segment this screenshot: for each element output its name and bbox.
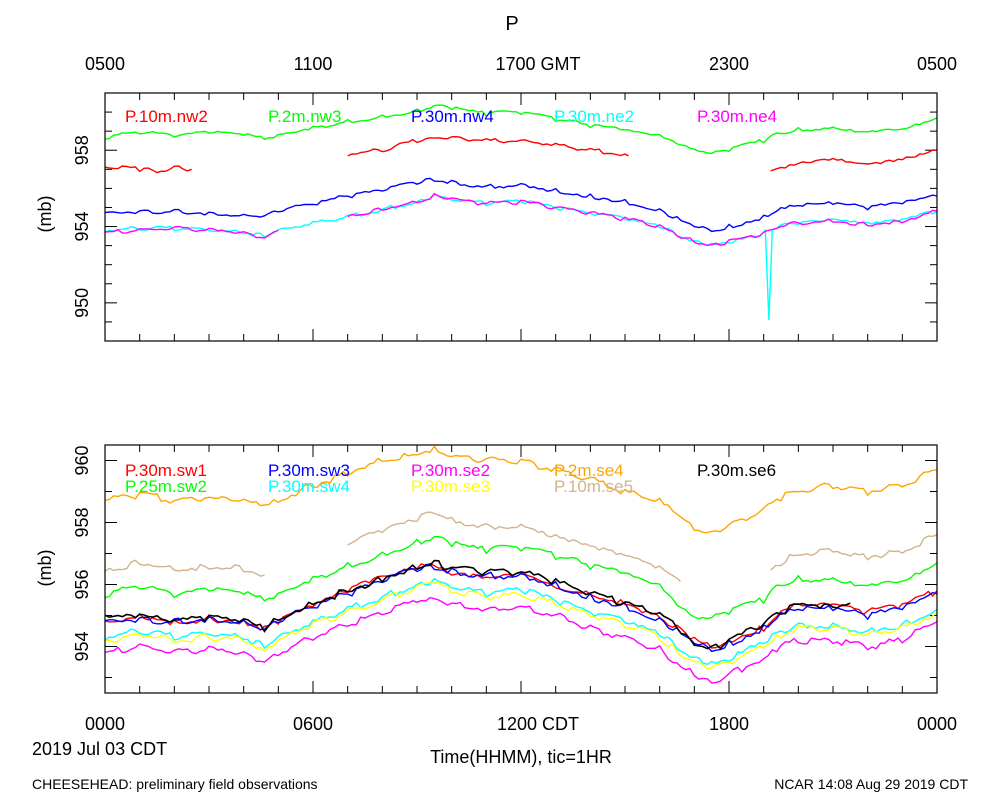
series-line-P-25m-sw2 <box>104 536 938 620</box>
bottom-plot-frame <box>104 444 938 694</box>
y-tick-label: 956 <box>72 569 92 599</box>
legend-P-30m-se6: P.30m.se6 <box>697 461 776 480</box>
top-axis-tick-label: 0500 <box>917 54 957 74</box>
series-line-P-30m-se6 <box>104 559 851 650</box>
series-line-P-30m-sw4 <box>104 577 938 666</box>
bottom-axis-tick-label: 1800 <box>709 714 749 734</box>
legend-P-10m-se5: P.10m.se5 <box>554 477 633 496</box>
top-legend: P.10m.nw2 P.2m.nw3 P.30m.nw4 P.30m.ne2 P.30m… <box>125 107 777 126</box>
series-line-P-10m-nw2 <box>347 135 629 157</box>
top-axis-ticks <box>104 92 938 342</box>
y-tick-label: 954 <box>72 212 92 242</box>
series-line-P-10m-se5 <box>347 511 681 582</box>
footer-left: CHEESEHEAD: preliminary field observatio… <box>32 776 318 792</box>
legend-P-30m-se2: P.30m.se2 <box>411 461 490 480</box>
series-line-P-2m-se4 <box>104 445 938 534</box>
top-axis-tick-label: 0500 <box>85 54 125 74</box>
top-axis-tick-labels: 0500 1100 1700 GMT 2300 0500 <box>85 54 957 74</box>
top-y-tick-labels: 950 954 958 <box>72 135 92 318</box>
series-line-P-10m-se5 <box>770 534 938 571</box>
date-label: 2019 Jul 03 CDT <box>32 739 167 759</box>
series-line-P-30m-se2 <box>104 596 938 684</box>
top-panel: P 0500 1100 1700 GMT 2300 0500 950 954 958 (mb… <box>35 13 957 342</box>
legend-P-25m-sw2: P.25m.sw2 <box>125 477 207 496</box>
legend-P-30m-sw4: P.30m.sw4 <box>268 477 350 496</box>
legend-P-2m-se4: P.2m.se4 <box>554 461 624 480</box>
series-line-P-10m-se5 <box>104 559 265 577</box>
legend-P-2m-nw3: P.2m.nw3 <box>268 107 341 126</box>
legend-P-30m-se3: P.30m.se3 <box>411 477 490 496</box>
series-line-P-30m-sw3 <box>104 563 938 653</box>
bottom-series-lines <box>104 445 938 684</box>
footer-right: NCAR 14:08 Aug 29 2019 CDT <box>774 776 968 792</box>
bottom-axis-tick-labels: 0000 0600 1200 CDT 1800 0000 <box>85 714 957 734</box>
bottom-axis-ticks <box>104 445 938 693</box>
legend-P-30m-ne2: P.30m.ne2 <box>554 107 634 126</box>
legend-P-30m-nw4: P.30m.nw4 <box>411 107 494 126</box>
y-tick-label: 960 <box>72 445 92 475</box>
legend-P-30m-ne4: P.30m.ne4 <box>697 107 777 126</box>
bottom-axis-tick-label: 0000 <box>917 714 957 734</box>
x-axis-label: Time(HHMM), tic=1HR <box>430 747 612 767</box>
y-tick-label: 950 <box>72 288 92 318</box>
series-line-P-30m-ne2 <box>104 193 938 321</box>
top-series-lines <box>104 104 938 321</box>
series-line-P-2m-nw3 <box>104 104 938 155</box>
y-tick-label: 958 <box>72 507 92 537</box>
top-axis-tick-label: 2300 <box>709 54 749 74</box>
top-plot-frame <box>104 92 938 342</box>
bottom-y-tick-labels: 954 956 958 960 <box>72 445 92 661</box>
series-line-P-30m-nw4 <box>104 177 938 233</box>
bottom-axis-tick-label: 0000 <box>85 714 125 734</box>
legend-P-30m-sw3: P.30m.sw3 <box>268 461 350 480</box>
series-line-P-30m-ne4 <box>104 225 279 239</box>
y-tick-label: 958 <box>72 135 92 165</box>
chart-title: P <box>505 13 518 35</box>
top-axis-tick-label: 1100 <box>294 54 333 74</box>
bottom-y-axis-label: (mb) <box>35 550 55 587</box>
series-line-P-10m-nw2 <box>770 149 938 172</box>
top-axis-tick-label: 1700 GMT <box>495 54 580 74</box>
legend-P-10m-nw2: P.10m.nw2 <box>125 107 208 126</box>
legend-P-30m-sw1: P.30m.sw1 <box>125 461 207 480</box>
series-line-P-30m-ne4 <box>347 192 938 247</box>
y-tick-label: 954 <box>72 631 92 661</box>
series-line-P-10m-nw2 <box>104 165 192 174</box>
bottom-axis-tick-label: 1200 CDT <box>497 714 579 734</box>
bottom-axis-tick-label: 0600 <box>293 714 333 734</box>
series-line-P-30m-se3 <box>104 581 938 671</box>
top-y-axis-label: (mb) <box>35 196 55 233</box>
